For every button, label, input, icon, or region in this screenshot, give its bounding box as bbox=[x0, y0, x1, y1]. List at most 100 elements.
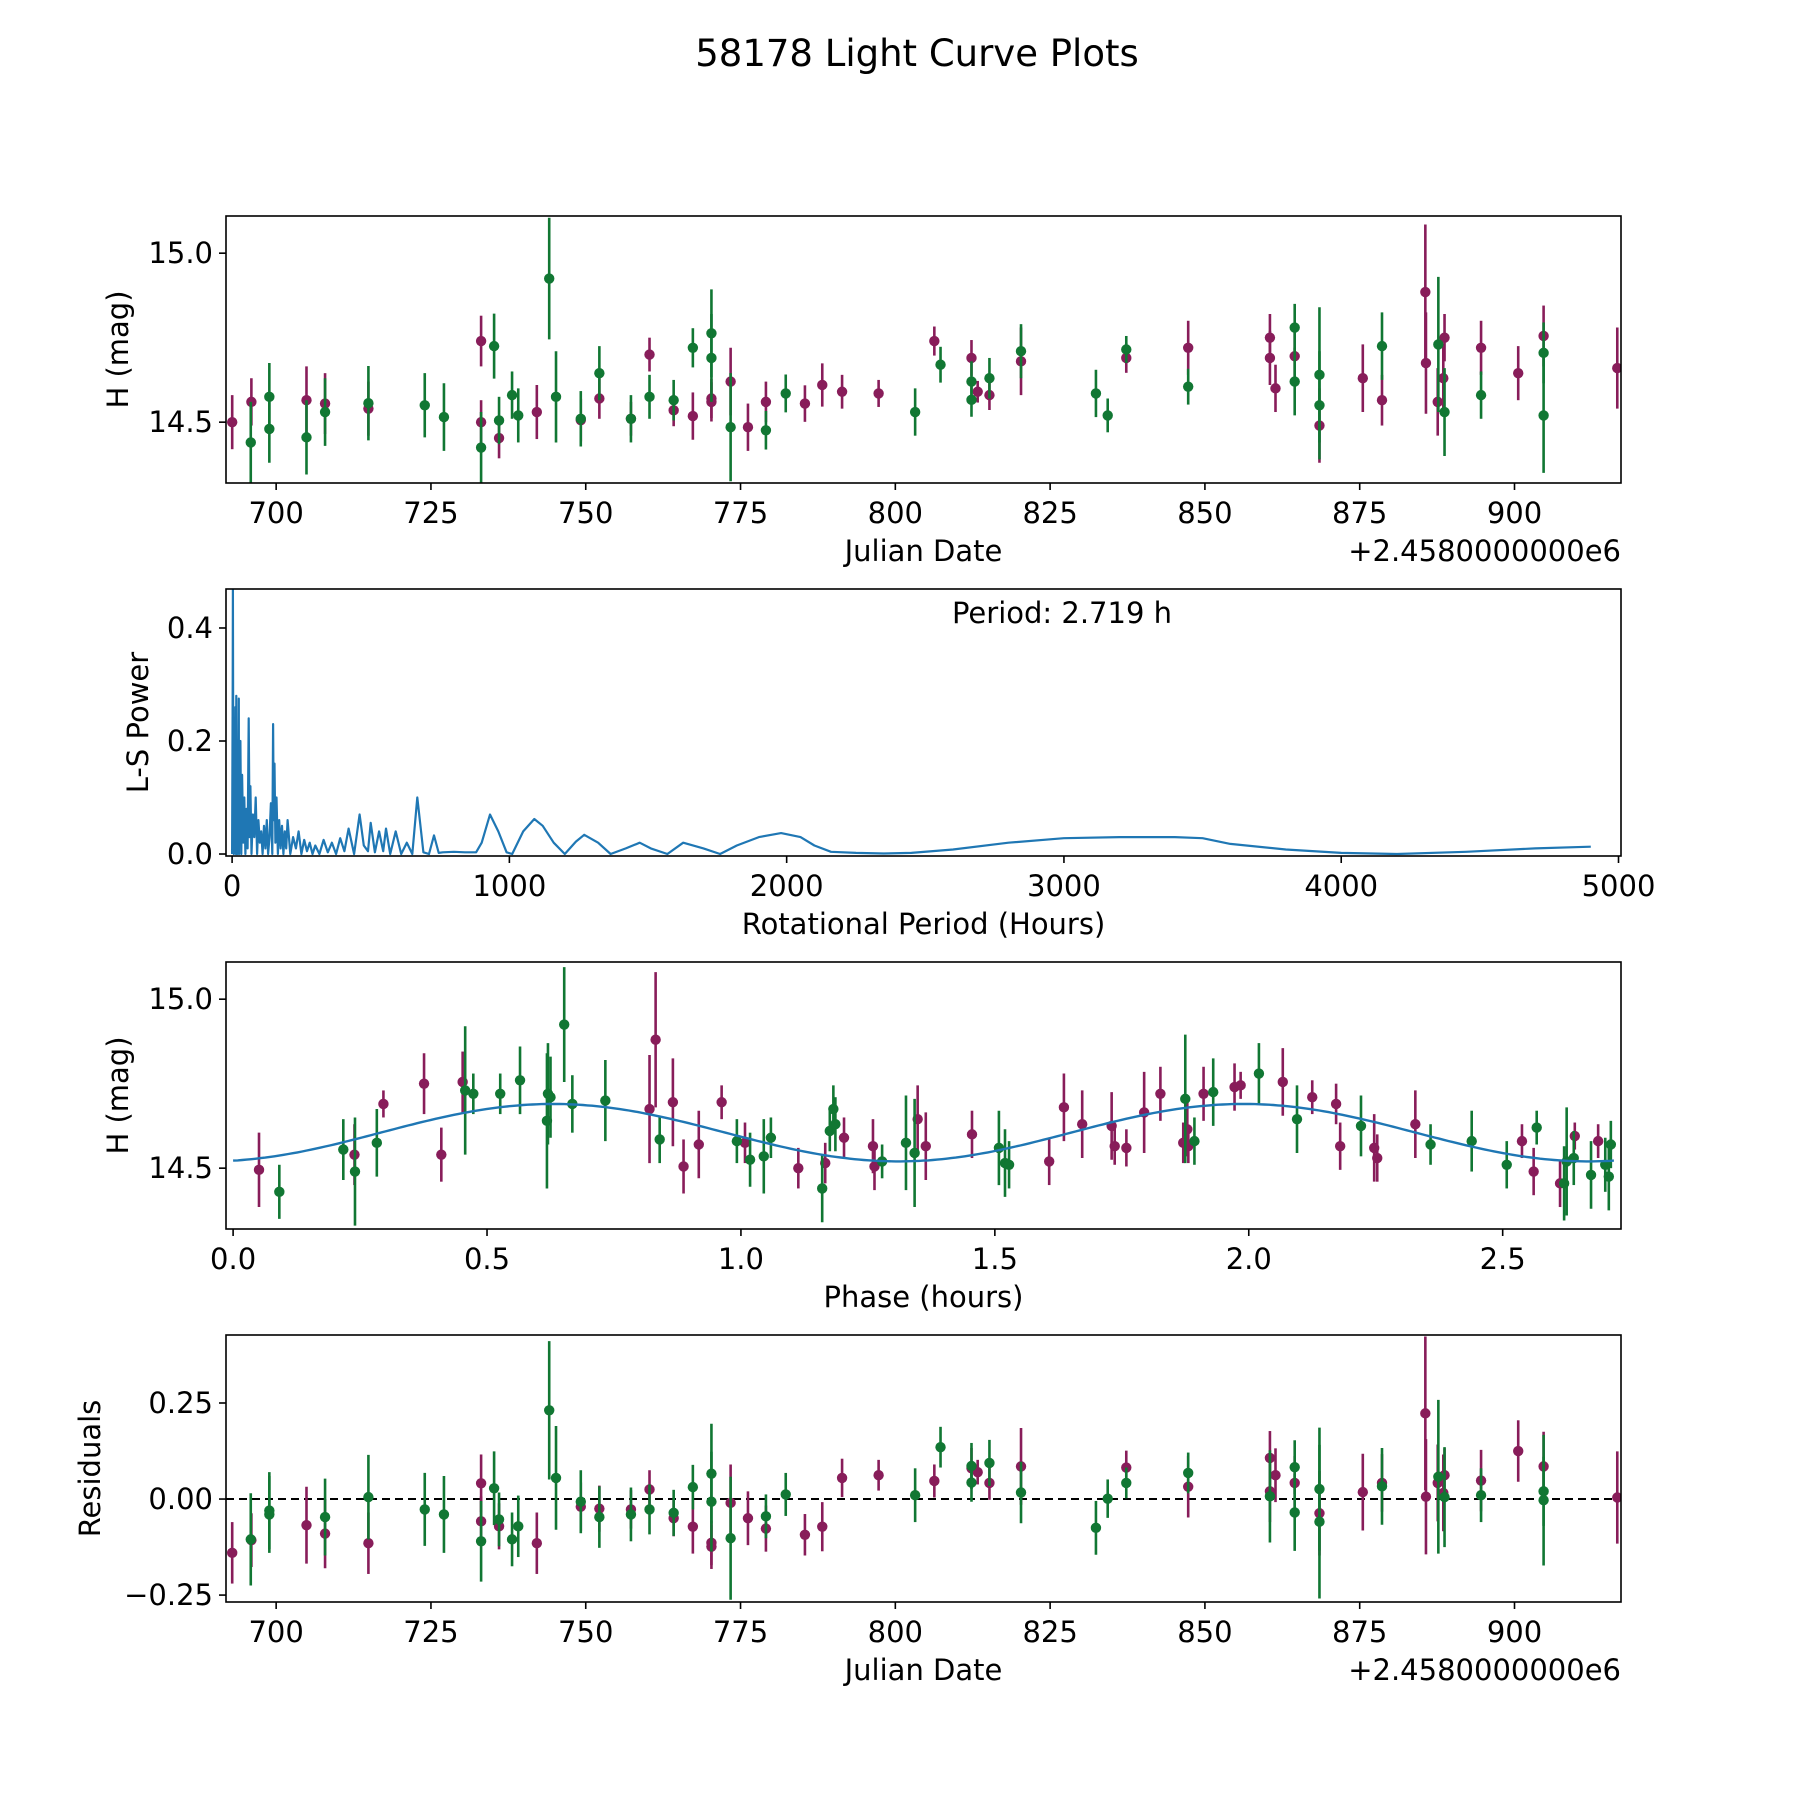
point-marker bbox=[731, 1135, 743, 1147]
residuals-xtick-label: 750 bbox=[558, 1615, 613, 1649]
data-point-filter-green bbox=[544, 217, 555, 340]
data-point-filter-green bbox=[506, 371, 518, 419]
data-point-filter-green bbox=[654, 1115, 665, 1164]
point-marker bbox=[966, 376, 977, 387]
data-point-filter-green bbox=[687, 1464, 699, 1510]
point-marker bbox=[867, 1140, 879, 1152]
periodogram-ytick-label: 0.4 bbox=[167, 611, 213, 645]
point-marker bbox=[1182, 1467, 1194, 1479]
point-marker bbox=[1410, 1119, 1421, 1130]
point-marker bbox=[873, 1470, 884, 1481]
point-marker bbox=[245, 1534, 256, 1545]
lightcurve-xlabel: Julian Date bbox=[843, 534, 1003, 568]
data-point-filter-purple bbox=[799, 1514, 811, 1556]
point-marker bbox=[419, 400, 430, 411]
data-point-filter-purple bbox=[1592, 1124, 1604, 1159]
periodogram-ylabel: L-S Power bbox=[121, 652, 155, 793]
data-point-filter-green bbox=[1102, 398, 1113, 433]
point-marker bbox=[625, 413, 637, 424]
data-point-filter-green bbox=[1376, 1447, 1388, 1525]
point-marker bbox=[644, 1103, 655, 1115]
point-marker bbox=[1592, 1135, 1604, 1147]
data-point-filter-green bbox=[1015, 324, 1027, 379]
point-marker bbox=[668, 394, 679, 406]
point-marker bbox=[1605, 1139, 1617, 1150]
data-point-filter-purple bbox=[817, 1502, 828, 1552]
point-marker bbox=[1270, 1470, 1281, 1481]
data-point-filter-green bbox=[1291, 1085, 1303, 1153]
data-point-filter-purple bbox=[1516, 1124, 1528, 1159]
residuals-xtick-label: 825 bbox=[1022, 1615, 1077, 1649]
point-marker bbox=[1439, 406, 1450, 418]
point-marker bbox=[575, 1496, 586, 1507]
data-point-filter-green bbox=[1289, 303, 1300, 352]
data-point-filter-green bbox=[725, 1476, 736, 1600]
point-marker bbox=[1003, 1159, 1015, 1170]
point-marker bbox=[1516, 1135, 1528, 1147]
data-point-filter-purple bbox=[1372, 1134, 1383, 1182]
point-marker bbox=[650, 1034, 661, 1045]
point-marker bbox=[1058, 1102, 1070, 1113]
point-marker bbox=[459, 1085, 471, 1096]
point-marker bbox=[984, 373, 995, 384]
point-marker bbox=[742, 1513, 754, 1524]
point-marker bbox=[744, 1154, 756, 1165]
data-point-filter-purple bbox=[1612, 327, 1621, 409]
data-point-filter-purple bbox=[966, 1110, 978, 1159]
data-point-filter-green bbox=[319, 378, 331, 446]
point-marker bbox=[644, 349, 655, 360]
figure-title: 58178 Light Curve Plots bbox=[695, 32, 1139, 75]
point-marker bbox=[550, 391, 562, 403]
data-point-filter-purple bbox=[1198, 1066, 1209, 1121]
point-marker bbox=[1612, 1492, 1621, 1503]
data-point-filter-purple bbox=[920, 1112, 931, 1180]
data-point-filter-green bbox=[966, 1463, 977, 1502]
data-point-filter-green bbox=[1501, 1141, 1512, 1189]
data-point-filter-green bbox=[668, 379, 679, 421]
residuals-ytick-label: 0.25 bbox=[148, 1386, 213, 1420]
point-marker bbox=[935, 359, 946, 370]
point-marker bbox=[1270, 383, 1281, 394]
lightcurve-xtick-label: 900 bbox=[1487, 496, 1542, 530]
periodogram-axes-frame bbox=[225, 588, 1622, 857]
point-marker bbox=[475, 1536, 487, 1547]
data-point-filter-green bbox=[760, 1494, 772, 1539]
point-marker bbox=[1420, 357, 1432, 369]
data-point-filter-green bbox=[371, 1109, 383, 1177]
point-marker bbox=[338, 1144, 349, 1155]
data-point-filter-purple bbox=[742, 1491, 754, 1546]
residuals-ytick-label: −0.25 bbox=[124, 1578, 213, 1612]
point-marker bbox=[1475, 342, 1487, 354]
residuals-marks bbox=[226, 1336, 1621, 1600]
periodogram-xtick-label: 0 bbox=[223, 869, 241, 903]
point-marker bbox=[625, 1509, 637, 1520]
point-marker bbox=[935, 1441, 946, 1453]
data-point-filter-green bbox=[363, 1454, 374, 1540]
point-marker bbox=[488, 340, 500, 352]
point-marker bbox=[920, 1140, 931, 1152]
data-point-filter-green bbox=[758, 1119, 769, 1194]
point-marker bbox=[1355, 1120, 1367, 1132]
point-marker bbox=[245, 437, 256, 448]
data-point-filter-green bbox=[349, 1117, 361, 1226]
point-marker bbox=[349, 1166, 361, 1177]
data-point-filter-green bbox=[1531, 1110, 1542, 1145]
point-marker bbox=[739, 1137, 751, 1149]
residuals-xtick-label: 875 bbox=[1332, 1615, 1387, 1649]
phased-xtick-label: 1.0 bbox=[718, 1242, 764, 1276]
point-marker bbox=[760, 1511, 772, 1522]
point-marker bbox=[1043, 1156, 1055, 1167]
point-marker bbox=[929, 335, 940, 347]
point-marker bbox=[972, 386, 983, 397]
phased-xtick-label: 1.5 bbox=[972, 1242, 1018, 1276]
data-point-filter-green bbox=[1466, 1110, 1477, 1172]
point-marker bbox=[1513, 367, 1524, 379]
point-marker bbox=[1289, 1507, 1300, 1518]
data-point-filter-green bbox=[1433, 276, 1444, 413]
phased-xtick-label: 2.5 bbox=[1480, 1242, 1526, 1276]
point-marker bbox=[687, 1521, 699, 1532]
data-point-filter-green bbox=[725, 373, 736, 482]
point-marker bbox=[760, 396, 772, 408]
point-marker bbox=[909, 1147, 920, 1159]
data-point-filter-green bbox=[1264, 1450, 1276, 1543]
